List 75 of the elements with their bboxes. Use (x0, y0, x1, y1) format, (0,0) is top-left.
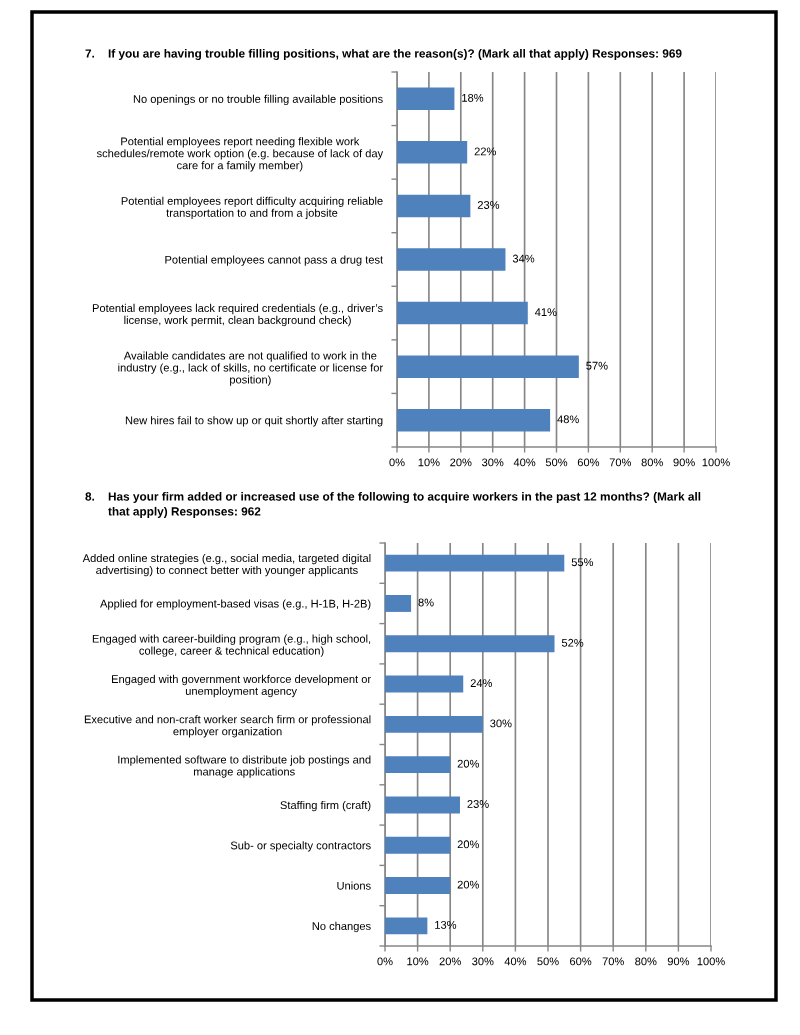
y-tick-label: Potential employees report difficulty acquiring reliable transportation to and from a jobsite (121, 196, 383, 220)
y-tick-label: Sub- or specialty contractors (230, 841, 371, 852)
data-label: 52% (561, 638, 584, 647)
data-label: 20% (457, 840, 479, 849)
data-label: 13% (435, 920, 457, 929)
chart-title: 8. Has your firm added or increased use of the following to acquire workers in the past 12 months? (Mark all that apply) Responses: 962 (85, 492, 701, 518)
x-tick-label: 20% (450, 458, 472, 467)
y-tick-label: Potential employees lack required credentials (e.g., driver’s license, work permit, clean background check) (92, 303, 383, 327)
x-tick-label: 100% (702, 458, 730, 467)
x-tick-label: 100% (697, 957, 725, 966)
y-tick-label: Engaged with career-building program (e.g., high school, college, career & technical education) (92, 634, 371, 657)
data-label: 20% (457, 880, 479, 889)
data-label: 23% (477, 201, 500, 209)
data-label: 23% (467, 800, 489, 808)
bar (385, 635, 555, 653)
x-tick-label: 90% (673, 458, 695, 467)
bar (397, 141, 468, 164)
y-tick-label: New hires fail to show up or quit shortly after starting (125, 416, 383, 427)
data-label: 18% (462, 93, 484, 102)
x-tick-label: 80% (641, 458, 663, 467)
y-tick-label: Available candidates are not qualified to work in the industry (e.g., lack of skills, no certificate or license for position) (118, 351, 383, 386)
y-tick-label: No openings or no trouble filling available positions (133, 94, 383, 106)
x-tick-label: 30% (472, 957, 494, 966)
bar (385, 675, 464, 693)
y-tick-label: Applied for employment-based visas (e.g., H-1B, H-2B) (100, 599, 371, 610)
x-tick-label: 0% (377, 957, 393, 966)
x-tick-label: 70% (609, 458, 632, 467)
bar (397, 194, 471, 218)
x-tick-label: 90% (667, 957, 690, 966)
y-tick-label: Executive and non-craft worker search firm or professional employer organization (84, 715, 371, 738)
bar (385, 756, 451, 774)
bar (397, 248, 506, 271)
y-tick-label: Engaged with government workforce development or unemployment agency (112, 674, 371, 698)
bar (397, 408, 551, 432)
x-tick-label: 10% (407, 957, 429, 966)
x-tick-label: 80% (635, 957, 657, 966)
x-tick-label: 60% (570, 957, 592, 966)
data-label: 24% (470, 679, 493, 687)
x-tick-label: 30% (482, 458, 504, 467)
x-tick-label: 20% (439, 957, 461, 966)
data-label: 34% (512, 254, 535, 263)
data-label: 41% (534, 308, 557, 317)
y-tick-label: Potential employees report needing flexible work schedules/remote work option (e.g. because of lack of day care for a family member) (96, 137, 384, 172)
data-label: 57% (586, 361, 608, 370)
y-tick-label: Staffing firm (craft) (280, 800, 371, 812)
x-tick-label: 0% (389, 458, 405, 467)
x-tick-label: 40% (513, 458, 536, 467)
bar (397, 87, 455, 111)
x-tick-label: 10% (418, 458, 440, 467)
y-tick-label: No changes (312, 921, 371, 933)
bar (385, 836, 451, 854)
y-tick-label: Implemented software to distribute job postings and manage applications (118, 755, 371, 778)
bar (397, 355, 579, 378)
bar (385, 877, 451, 895)
x-tick-label: 40% (504, 957, 527, 966)
y-tick-label: Potential employees cannot pass a drug test (165, 255, 384, 266)
x-tick-label: 70% (602, 957, 624, 966)
x-tick-label: 50% (537, 957, 559, 966)
data-label: 48% (557, 415, 579, 424)
bar (385, 917, 428, 935)
bar (385, 554, 565, 572)
data-label: 22% (474, 147, 496, 156)
y-tick-label: Unions (337, 881, 371, 890)
bar (385, 796, 460, 814)
x-tick-label: 50% (545, 458, 568, 467)
data-label: 20% (457, 759, 479, 768)
data-label: 8% (418, 598, 434, 607)
bar (385, 715, 483, 733)
bar (385, 594, 412, 612)
chart-title: 7. If you are having trouble filling positions, what are the reason(s)? (Mark all that apply) Responses: 969 (85, 49, 682, 61)
data-label: 55% (571, 558, 594, 567)
data-label: 30% (490, 719, 512, 728)
bar (397, 301, 528, 325)
y-tick-label: Added online strategies (e.g., social media, targeted digital advertising) to connect better with younger applicants (82, 553, 371, 577)
x-tick-label: 60% (577, 458, 600, 467)
